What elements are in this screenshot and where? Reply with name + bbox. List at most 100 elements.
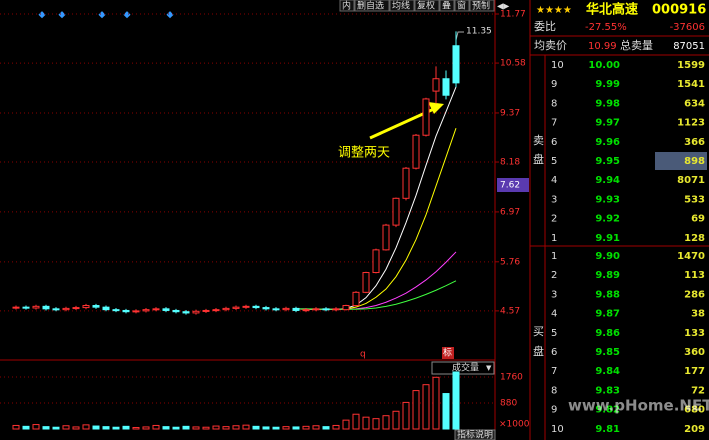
candle-body: [152, 308, 160, 311]
volume-bar: [442, 393, 450, 430]
toolbar-button[interactable]: [339, 0, 355, 12]
volume-title: 成交量: [452, 362, 479, 374]
candle-body: [262, 307, 270, 310]
level: 3: [551, 194, 557, 205]
volume-tick-label: 880: [500, 399, 517, 409]
y-tick-label: 11.77: [500, 10, 526, 20]
diff: -37606: [670, 22, 705, 33]
current-price-box: [497, 178, 529, 192]
level: 1: [551, 233, 557, 244]
volume-tick-label: 1760: [500, 373, 523, 383]
candle-body: [272, 308, 280, 311]
toolbar-label[interactable]: 窗: [457, 0, 466, 12]
volume-bar: [302, 425, 310, 430]
toolbar-arrows[interactable]: ◀▶: [497, 2, 510, 11]
volume: 286: [684, 289, 705, 300]
toolbar-label[interactable]: 内: [342, 0, 351, 12]
toolbar-button[interactable]: [414, 0, 440, 12]
price: 9.85: [595, 347, 620, 358]
total: 87051: [673, 41, 705, 52]
buy-label: 盘: [533, 344, 544, 358]
stock-code: 000916: [652, 3, 706, 18]
y-tick-label: 6.97: [500, 207, 520, 217]
level: 5: [551, 328, 557, 339]
level: 9: [551, 79, 557, 90]
marker-box: [442, 347, 454, 359]
level: 7: [551, 118, 557, 129]
volume: 360: [684, 347, 705, 358]
toolbar-label[interactable]: 复权: [417, 0, 435, 12]
level: 2: [551, 214, 557, 225]
high-label: 11.35: [466, 27, 492, 37]
price: 9.86: [595, 328, 620, 339]
price: 9.99: [595, 79, 620, 90]
volume: 133: [684, 328, 705, 339]
candle-body: [192, 310, 200, 314]
volume-bar: [132, 427, 140, 430]
volume-bar: [412, 390, 420, 430]
price: 9.92: [595, 214, 620, 225]
volume-bar: [312, 425, 320, 430]
volume-bar: [42, 426, 50, 430]
y-tick-label: 10.58: [500, 59, 526, 69]
dropdown-arrow[interactable]: ▼: [486, 364, 492, 372]
volume-bar: [282, 426, 290, 430]
toolbar-button[interactable]: [439, 0, 455, 12]
price: 10.00: [588, 60, 620, 71]
marker-q: q: [360, 350, 366, 360]
buy-label: 买: [533, 325, 544, 338]
volume-bar: [92, 425, 100, 430]
price: 9.95: [595, 156, 620, 167]
candle-body: [22, 306, 30, 309]
volume-bar: [262, 426, 270, 430]
volume-bar: [122, 425, 130, 430]
toolbar-label[interactable]: 均线: [392, 0, 410, 12]
volume-bar: [382, 415, 390, 430]
volume: 38: [691, 309, 705, 320]
level: 8: [551, 98, 557, 109]
candle-body: [392, 197, 400, 226]
volume-bar: [372, 418, 380, 430]
level: 3: [551, 289, 557, 300]
volume-bar: [152, 424, 160, 430]
candle-body: [282, 307, 290, 311]
toolbar-label[interactable]: 叠: [442, 1, 451, 12]
candle-body: [252, 305, 260, 309]
candle-body: [122, 309, 130, 313]
candle-body: [92, 305, 100, 308]
level: 2: [551, 270, 557, 281]
candle-body: [142, 309, 150, 312]
volume-bar: [392, 410, 400, 430]
volume: 634: [684, 98, 705, 109]
level: 7: [551, 366, 557, 377]
indicator-button[interactable]: [454, 429, 496, 440]
level: 10: [551, 424, 564, 435]
ratio-label: 委比: [534, 20, 556, 33]
toolbar-button[interactable]: [469, 0, 495, 12]
stars: ★★★★: [536, 5, 572, 16]
candle-body: [242, 305, 250, 308]
price: 9.87: [595, 309, 620, 320]
volume-bar: [362, 416, 370, 430]
toolbar-button[interactable]: [454, 0, 470, 12]
toolbar-label[interactable]: 预制: [472, 0, 490, 12]
volume-bar: [332, 424, 340, 430]
toolbar-button[interactable]: [389, 0, 415, 12]
total-label: 总卖量: [620, 38, 653, 52]
candle-body: [372, 249, 380, 274]
volume-bar: [172, 426, 180, 430]
arrow-head: [428, 102, 444, 114]
candle-body: [212, 309, 220, 312]
toolbar-label[interactable]: 删自选: [357, 0, 384, 12]
y-tick-label: 9.37: [500, 108, 520, 118]
level: 6: [551, 137, 557, 148]
volume-bar: [182, 425, 190, 430]
toolbar-button[interactable]: [354, 0, 390, 12]
candle-body: [362, 272, 370, 293]
volume-bar: [212, 425, 220, 430]
volume-bar: [422, 384, 430, 430]
indicator-button-label[interactable]: 指标说明: [457, 429, 493, 440]
candle-body: [52, 308, 60, 311]
